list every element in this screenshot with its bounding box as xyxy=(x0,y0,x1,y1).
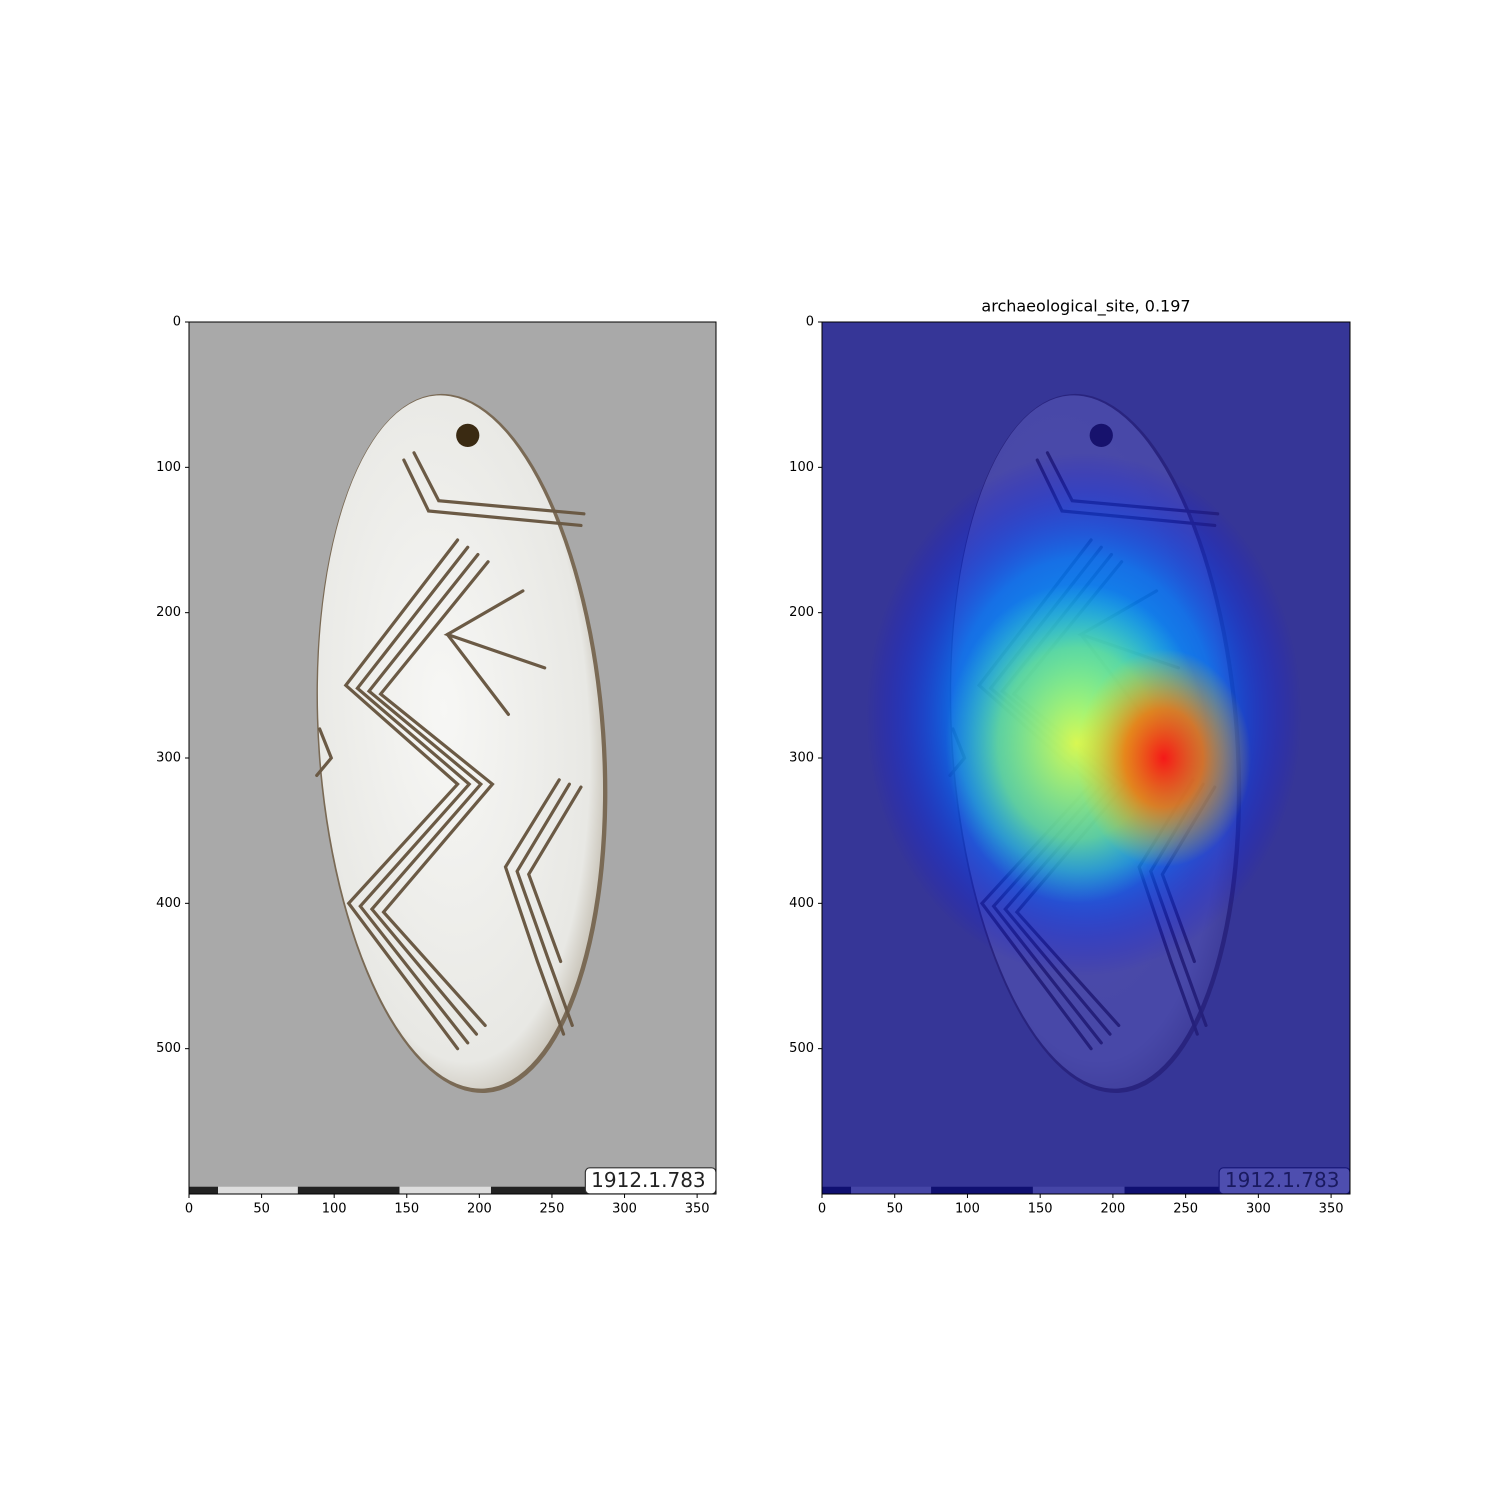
x-tick-label: 250 xyxy=(540,1202,565,1217)
image-area xyxy=(189,322,716,1194)
x-tick-label: 350 xyxy=(1319,1202,1344,1217)
y-tick-label: 0 xyxy=(173,315,181,330)
image-area xyxy=(822,322,1350,1194)
image-transform xyxy=(189,322,716,1194)
y-tick-label: 500 xyxy=(789,1041,814,1056)
image-label: 1912.1.783 xyxy=(1225,1168,1340,1192)
x-tick-label: 150 xyxy=(394,1202,419,1217)
x-tick-label: 50 xyxy=(886,1202,903,1217)
y-tick-label: 200 xyxy=(789,605,814,620)
x-tick-label: 350 xyxy=(685,1202,710,1217)
x-tick-label: 250 xyxy=(1173,1202,1198,1217)
y-tick-label: 200 xyxy=(156,605,181,620)
x-tick-label: 100 xyxy=(322,1202,347,1217)
x-tick-label: 300 xyxy=(612,1202,637,1217)
y-tick-label: 300 xyxy=(156,751,181,766)
y-tick-label: 400 xyxy=(789,896,814,911)
x-tick-label: 0 xyxy=(818,1202,826,1217)
y-tick-label: 300 xyxy=(789,751,814,766)
x-tick-label: 50 xyxy=(253,1202,270,1217)
x-tick-label: 150 xyxy=(1028,1202,1053,1217)
x-tick-label: 100 xyxy=(955,1202,980,1217)
chart-title: archaeological_site, 0.197 xyxy=(981,297,1190,317)
image-transform xyxy=(822,322,1350,1194)
y-tick-label: 400 xyxy=(156,896,181,911)
x-tick-label: 0 xyxy=(185,1202,193,1217)
y-tick-label: 500 xyxy=(156,1041,181,1056)
x-tick-label: 200 xyxy=(1100,1202,1125,1217)
photo-use xyxy=(189,322,716,1194)
y-tick-label: 0 xyxy=(806,315,814,330)
y-tick-label: 100 xyxy=(789,460,814,475)
y-tick-label: 100 xyxy=(156,460,181,475)
heatmap-use xyxy=(822,322,1350,1194)
x-tick-label: 300 xyxy=(1246,1202,1271,1217)
x-tick-label: 200 xyxy=(467,1202,492,1217)
image-label: 1912.1.783 xyxy=(591,1168,706,1192)
